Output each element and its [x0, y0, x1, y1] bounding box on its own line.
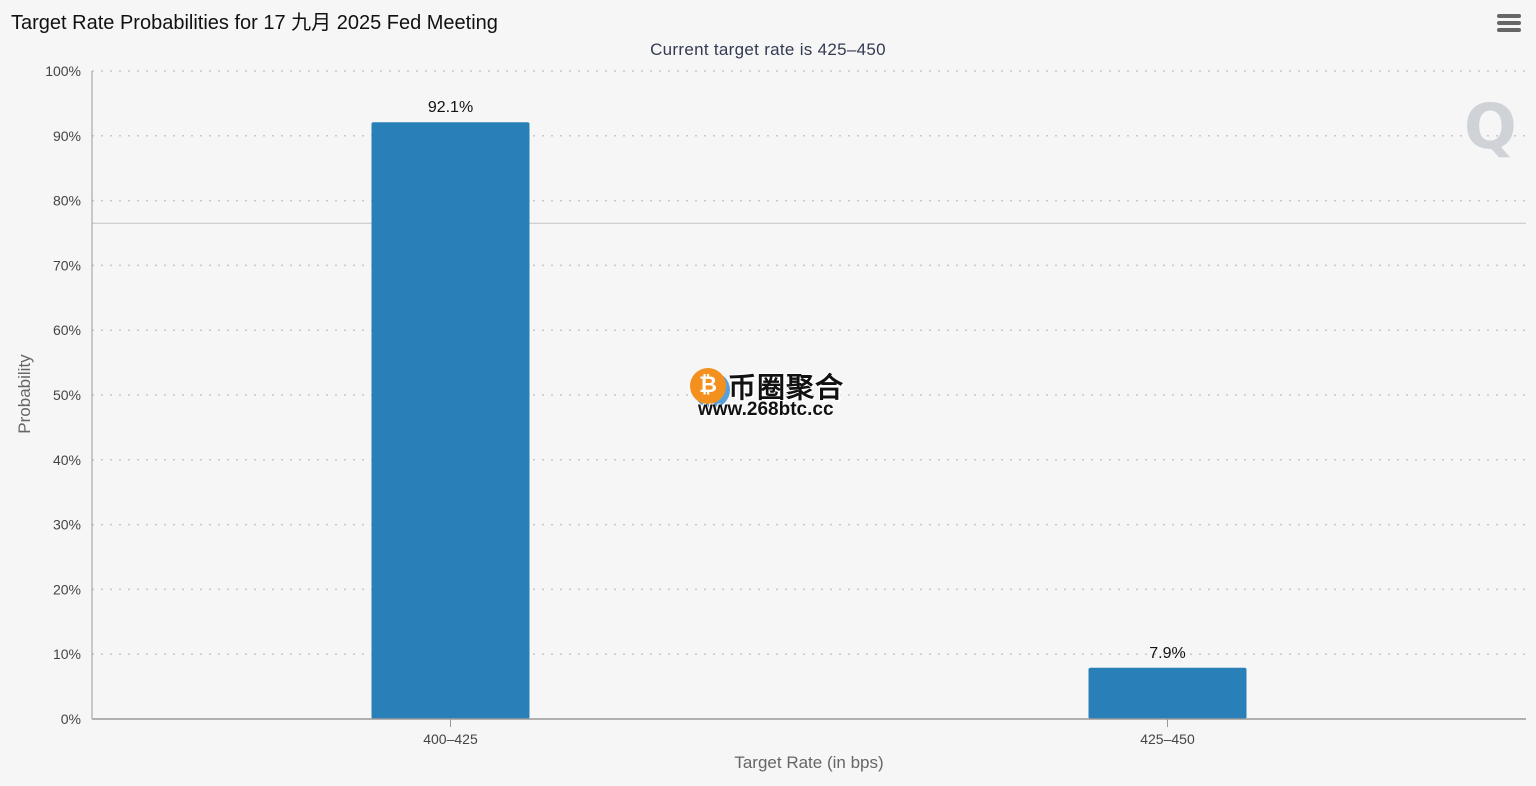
y-tick-label: 100% — [45, 63, 81, 79]
x-tick-label: 425–450 — [1140, 731, 1195, 747]
bars-layer: 92.1% 7.9% — [371, 99, 1247, 719]
menu-line — [1497, 21, 1521, 25]
x-tick-label: 400–425 — [423, 731, 478, 747]
watermark-name: 币圈聚合 — [728, 371, 845, 404]
menu-line — [1497, 28, 1521, 32]
grid-layer — [92, 70, 1526, 655]
y-tick-label: 60% — [53, 322, 81, 338]
axis-layer: 0% 10% 20% 30% 40% 50% 60% 70% 80% 90% 100% 400–425… — [45, 63, 1526, 747]
y-tick-label: 80% — [53, 193, 81, 209]
watermark: ₿ 币圈聚合 www.268btc.cc — [690, 366, 860, 422]
logo-letter: Q — [1464, 90, 1517, 163]
bitcoin-icon: ₿ — [690, 368, 726, 404]
y-tick-label: 10% — [53, 646, 81, 662]
chart-title: Target Rate Probabilities for 17 九月 2025… — [11, 12, 498, 34]
y-tick-label: 40% — [53, 452, 81, 468]
hamburger-menu-icon[interactable] — [1497, 14, 1521, 34]
y-tick-label: 30% — [53, 517, 81, 533]
y-tick-label: 90% — [53, 128, 81, 144]
watermark-url: www.268btc.cc — [698, 399, 834, 420]
y-axis-title: Probability — [15, 354, 34, 434]
data-label: 7.9% — [1149, 645, 1185, 662]
y-tick-label: 0% — [61, 711, 81, 727]
brand-logo: Q — [1450, 90, 1517, 168]
y-tick-label: 50% — [53, 387, 81, 403]
chart-subtitle: Current target rate is 425–450 — [650, 40, 886, 59]
bar — [371, 122, 530, 719]
bar — [1088, 667, 1247, 719]
x-axis-title: Target Rate (in bps) — [734, 753, 883, 772]
menu-line — [1497, 14, 1521, 18]
y-tick-label: 20% — [53, 581, 81, 597]
y-tick-label: 70% — [53, 257, 81, 273]
data-label: 92.1% — [428, 99, 473, 116]
